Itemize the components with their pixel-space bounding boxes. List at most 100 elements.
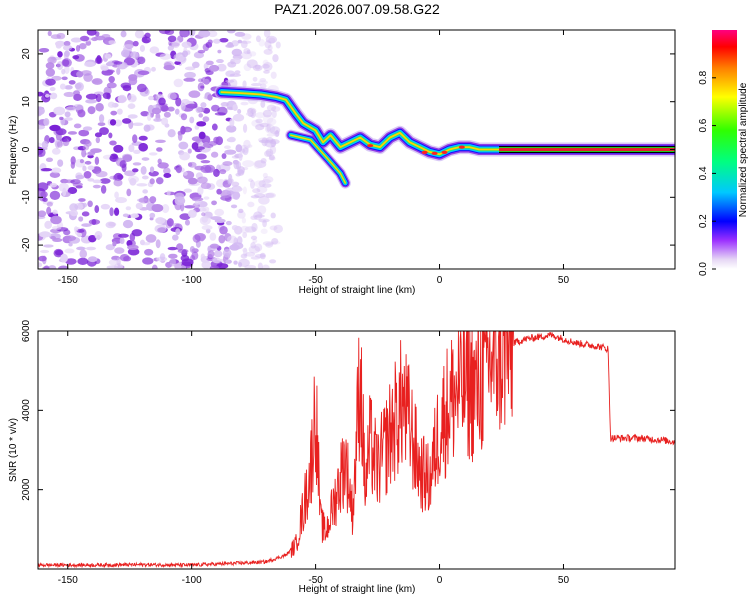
- noise-blob: [260, 100, 266, 108]
- noise-blob: [63, 91, 75, 97]
- noise-blob: [151, 107, 162, 115]
- noise-blob: [82, 144, 90, 151]
- noise-blob: [242, 231, 248, 239]
- noise-blob: [78, 198, 86, 202]
- noise-blob: [78, 216, 84, 222]
- noise-blob: [269, 139, 280, 145]
- noise-blob: [43, 244, 54, 248]
- noise-blob: [200, 253, 206, 260]
- noise-blob: [53, 106, 66, 116]
- x-tick-label: -50: [308, 275, 323, 286]
- noise-blob: [268, 156, 276, 161]
- noise-blob: [102, 92, 111, 99]
- noise-blob: [142, 189, 148, 194]
- noise-blob: [241, 33, 252, 40]
- noise-blob: [109, 207, 114, 217]
- noise-blob: [262, 176, 274, 183]
- noise-blob: [250, 82, 262, 87]
- noise-blob: [227, 235, 237, 244]
- noise-blob: [91, 219, 97, 226]
- noise-blob: [273, 130, 280, 137]
- noise-blob: [184, 205, 196, 209]
- noise-blob: [138, 135, 148, 141]
- noise-blob: [214, 112, 226, 116]
- noise-blob: [119, 160, 127, 169]
- noise-blob: [140, 165, 147, 175]
- noise-blob: [159, 253, 166, 261]
- noise-blob: [49, 182, 58, 188]
- noise-blob: [74, 82, 82, 90]
- noise-blob: [237, 210, 246, 219]
- noise-blob: [135, 202, 143, 210]
- noise-blob: [149, 166, 155, 173]
- noise-blob: [184, 71, 196, 79]
- noise-blob: [87, 178, 95, 182]
- noise-blob: [177, 132, 183, 141]
- noise-blob: [189, 245, 195, 253]
- noise-blob: [197, 49, 206, 54]
- noise-blob: [242, 247, 248, 253]
- noise-blob: [180, 102, 186, 111]
- noise-blob: [132, 134, 138, 143]
- noise-blob: [271, 238, 279, 245]
- noise-blob: [248, 245, 261, 254]
- noise-blob: [211, 200, 217, 206]
- noise-blob: [136, 183, 148, 187]
- noise-blob: [226, 125, 237, 133]
- noise-blob: [64, 248, 75, 254]
- noise-blob: [232, 159, 239, 165]
- noise-blob: [212, 257, 222, 264]
- ridge-hotspot: [431, 151, 438, 155]
- noise-blob: [114, 119, 123, 127]
- noise-blob: [174, 108, 180, 115]
- noise-blob: [130, 213, 140, 219]
- noise-blob: [227, 61, 237, 68]
- x-tick-label: -150: [58, 575, 78, 586]
- noise-blob: [188, 90, 201, 98]
- noise-blob: [250, 235, 258, 240]
- noise-blob: [234, 31, 246, 37]
- noise-blob: [40, 191, 48, 198]
- noise-blob: [149, 196, 157, 204]
- noise-blob: [263, 30, 271, 38]
- noise-blob: [197, 82, 205, 92]
- noise-blob: [262, 172, 268, 179]
- noise-blob: [87, 106, 96, 115]
- noise-blob: [58, 265, 69, 269]
- noise-blob: [75, 44, 81, 52]
- noise-blob: [82, 165, 87, 172]
- noise-blob: [146, 112, 152, 121]
- noise-blob: [202, 107, 211, 114]
- noise-blob: [64, 85, 73, 90]
- noise-blob: [109, 119, 117, 126]
- noise-blob: [87, 200, 93, 208]
- noise-blob: [76, 246, 85, 251]
- noise-blob: [260, 228, 268, 235]
- noise-blob: [216, 58, 224, 64]
- noise-blob: [265, 35, 278, 44]
- noise-blob: [72, 55, 80, 60]
- noise-blob: [197, 186, 204, 196]
- noise-blob: [127, 103, 136, 109]
- noise-blob: [216, 188, 222, 195]
- spectrogram-x-label: Height of straight line (km): [299, 285, 416, 296]
- noise-blob: [49, 137, 55, 144]
- noise-blob: [247, 144, 253, 148]
- noise-blob: [155, 239, 161, 249]
- noise-blob: [49, 171, 61, 178]
- noise-blob: [242, 186, 247, 195]
- noise-blob: [44, 220, 52, 230]
- noise-blob: [227, 41, 234, 48]
- noise-blob: [271, 106, 281, 112]
- noise-blob: [125, 206, 132, 211]
- noise-blob: [240, 225, 250, 234]
- noise-blob: [187, 148, 192, 154]
- noise-blob: [159, 53, 172, 60]
- noise-blob: [255, 118, 263, 124]
- noise-blob: [158, 30, 171, 35]
- noise-blob: [180, 125, 186, 135]
- noise-blob: [128, 144, 135, 153]
- snr-y-label: SNR (10 * v/v): [8, 418, 19, 482]
- noise-blob: [225, 220, 232, 226]
